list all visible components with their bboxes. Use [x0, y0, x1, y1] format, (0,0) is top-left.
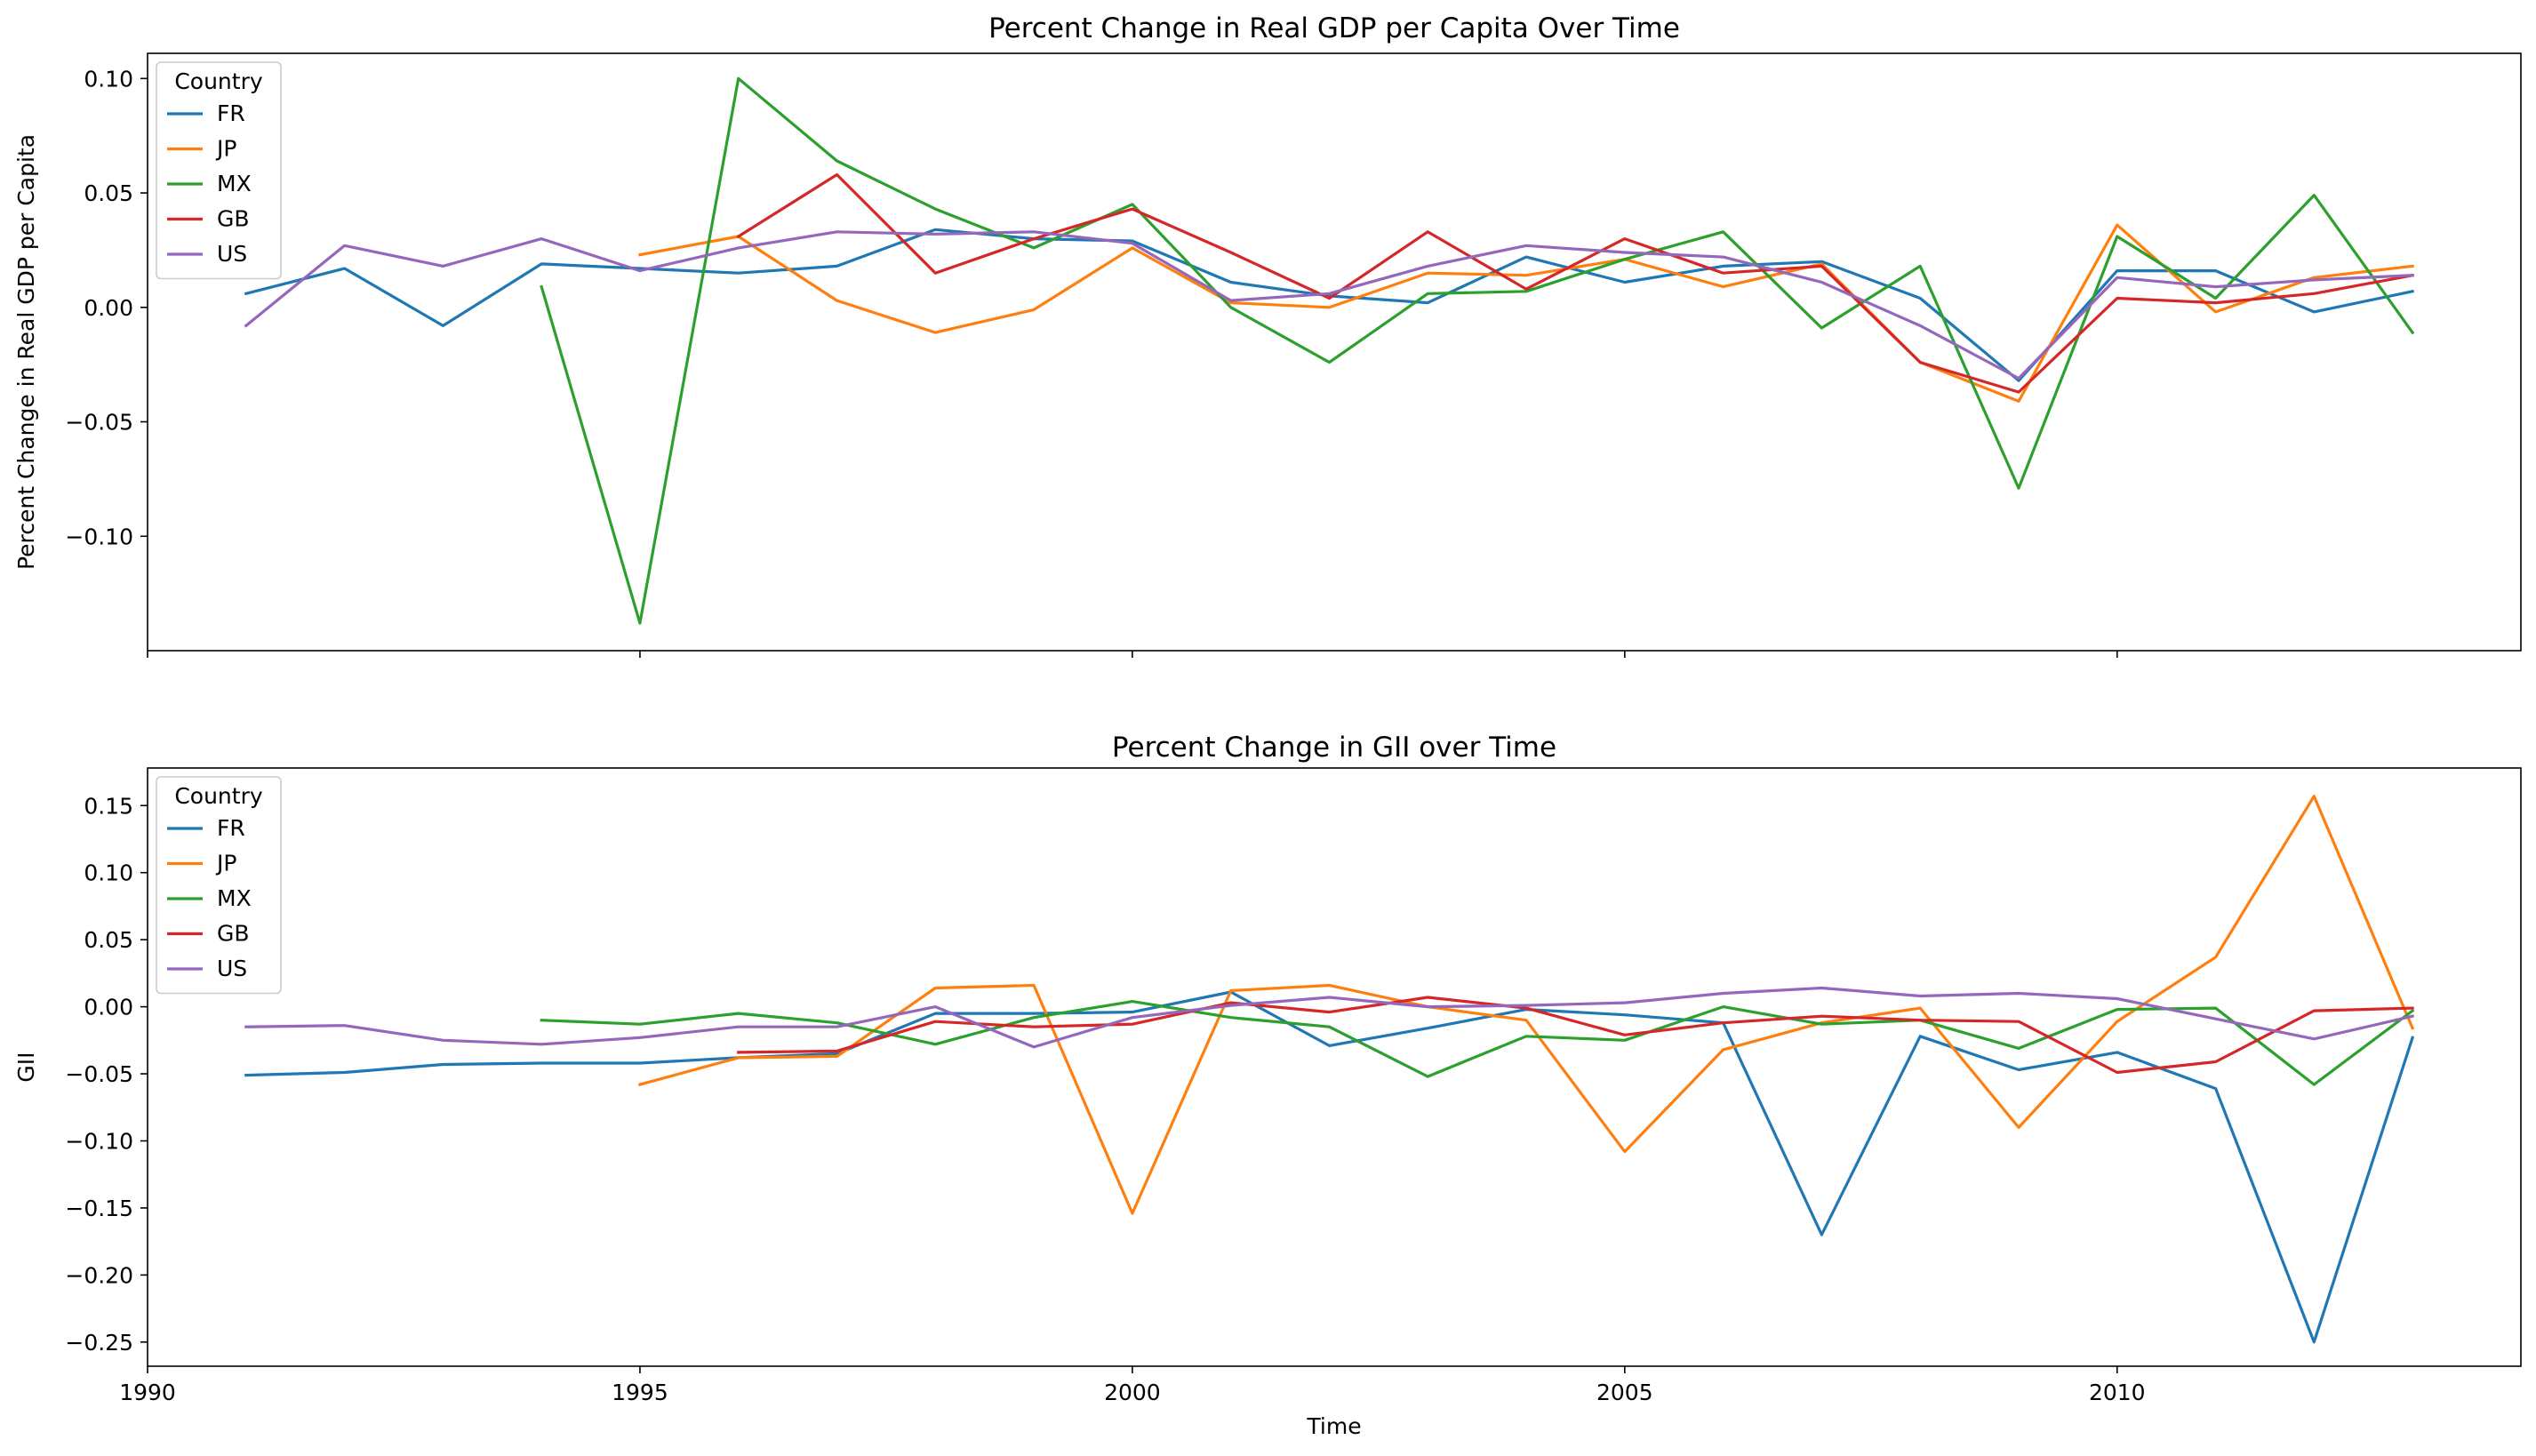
legend-label-jp: JP — [215, 851, 236, 876]
y-tick-label: −0.05 — [65, 410, 133, 436]
y-tick-label: −0.10 — [65, 524, 133, 549]
y-tick-label: 0.00 — [84, 295, 133, 321]
series-line-us — [244, 986, 2415, 1049]
legend: Country FR JP MX GB US — [156, 776, 282, 995]
y-tick-label: −0.25 — [65, 1330, 133, 1356]
y-tick-label: 0.10 — [84, 66, 133, 92]
gii-chart: Percent Change in GII over Time GII Time −0… — [13, 732, 2522, 1439]
legend-label-us: US — [217, 241, 247, 267]
legend-label-fr: FR — [217, 815, 245, 841]
series-line-us — [244, 230, 2414, 380]
x-tick-label: 2005 — [1596, 1380, 1653, 1405]
series-line-gb — [736, 172, 2414, 394]
series-line-gb — [737, 996, 2414, 1075]
legend-box — [156, 61, 282, 280]
chart-title: Percent Change in GII over Time — [1112, 732, 1556, 764]
gdp-chart: Percent Change in Real GDP per Capita Ov… — [13, 12, 2522, 658]
x-tick-label: 2010 — [2089, 1380, 2146, 1405]
legend-label-us: US — [217, 956, 247, 981]
x-tick-label: 2000 — [1104, 1380, 1161, 1405]
y-tick-label: 0.05 — [84, 927, 133, 953]
series-line-fr — [244, 990, 2415, 1344]
legend-label-gb: GB — [217, 206, 250, 232]
y-axis-label: Percent Change in Real GDP per Capita — [13, 134, 39, 570]
y-tick-label: −0.10 — [65, 1128, 133, 1154]
legend: Country FR JP MX GB US — [156, 61, 282, 280]
series-line-fr — [244, 228, 2414, 382]
legend-title: Country — [174, 68, 263, 94]
y-tick-label: 0.00 — [84, 995, 133, 1020]
plot-frame — [147, 767, 2522, 1367]
legend-box — [156, 776, 282, 995]
y-tick-label: −0.20 — [65, 1262, 133, 1288]
y-tick-label: −0.05 — [65, 1061, 133, 1087]
series-line-mx — [540, 76, 2415, 625]
legend-label-mx: MX — [217, 885, 252, 911]
y-axis-label: GII — [13, 1052, 39, 1082]
legend-label-mx: MX — [217, 171, 252, 196]
x-axis-label: Time — [1306, 1413, 1361, 1439]
series-line-mx — [540, 999, 2415, 1086]
y-tick-label: 0.05 — [84, 180, 133, 206]
series-line-jp — [638, 223, 2414, 403]
legend-label-fr: FR — [217, 100, 245, 126]
plot-frame — [147, 52, 2522, 652]
x-tick-label: 1995 — [612, 1380, 668, 1405]
legend-title: Country — [174, 783, 263, 809]
series-line-jp — [637, 795, 2415, 1215]
y-tick-label: 0.15 — [84, 793, 133, 819]
x-tick-label: 1990 — [119, 1380, 176, 1405]
y-tick-label: −0.15 — [65, 1196, 133, 1221]
chart-title: Percent Change in Real GDP per Capita Ov… — [988, 12, 1680, 44]
y-tick-label: 0.10 — [84, 860, 133, 886]
legend-label-jp: JP — [215, 136, 236, 162]
legend-label-gb: GB — [217, 921, 250, 947]
